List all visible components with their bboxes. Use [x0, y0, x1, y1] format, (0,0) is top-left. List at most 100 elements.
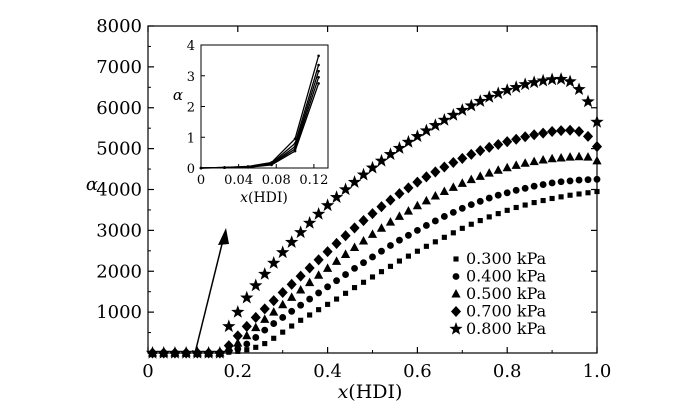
main-y-tick-label: 3000 [96, 220, 142, 241]
annotation-arrow [194, 228, 229, 354]
data-point [594, 188, 600, 195]
data-point [351, 264, 358, 272]
data-point [500, 83, 514, 96]
main-x-tick-label: 0 [142, 361, 153, 382]
main-x-axis-label: x(HDI) [338, 381, 403, 403]
data-point [376, 201, 387, 213]
inset-data-point [317, 75, 320, 79]
data-point [475, 145, 486, 157]
data-point [502, 136, 513, 148]
data-point [329, 190, 344, 203]
data-point [276, 245, 290, 259]
data-point [467, 201, 475, 209]
inset-plot: 0 0.04 0.08 0.12 0 1 2 3 4 α x(HDI) [173, 39, 329, 206]
data-point [262, 341, 268, 347]
data-point [271, 335, 277, 341]
data-point [530, 182, 538, 190]
data-point [307, 312, 313, 318]
data-point [585, 190, 591, 196]
data-point [486, 214, 492, 220]
inset-y-tick-label: 3 [187, 70, 195, 85]
data-point [242, 330, 252, 340]
inset-x-tick-label: 0 [197, 173, 205, 188]
data-point [349, 222, 360, 234]
main-y-tick-label: 4000 [96, 180, 142, 201]
data-point [279, 314, 287, 321]
data-point [449, 208, 457, 216]
data-point [540, 197, 546, 204]
data-point [405, 253, 411, 259]
data-point [591, 141, 603, 153]
data-point [545, 72, 559, 86]
data-point [502, 162, 512, 172]
data-point [241, 320, 252, 332]
data-point [567, 192, 573, 198]
data-point [437, 112, 452, 126]
data-point [565, 152, 575, 161]
data-point [340, 249, 351, 258]
data-point [392, 141, 407, 154]
data-point [403, 206, 414, 215]
data-point [270, 320, 278, 327]
data-point [261, 326, 269, 334]
data-point [356, 167, 371, 181]
data-point [509, 80, 523, 93]
data-point [511, 160, 521, 169]
data-point [432, 239, 438, 245]
data-point [446, 108, 460, 121]
data-point [419, 123, 434, 137]
main-x-tick-label: 0.4 [313, 361, 342, 382]
data-point [583, 152, 593, 161]
data-point [259, 303, 270, 315]
inset-data-point [293, 137, 297, 141]
legend-marker [451, 288, 461, 298]
main-axes: 0 0.2 0.4 0.6 0.8 1.0 1000 2000 3000 4000 5000 6000… [96, 16, 611, 382]
data-point [234, 345, 242, 353]
data-point [333, 277, 340, 285]
inset-data-point [293, 142, 297, 145]
data-point [529, 156, 539, 166]
data-point [476, 197, 484, 205]
inset-data-point [293, 145, 297, 148]
data-point [556, 152, 566, 162]
data-point [387, 242, 394, 249]
inset-y-tick-label: 4 [187, 39, 195, 54]
data-point [410, 129, 425, 143]
inset-x-tick-label: 0.08 [262, 173, 291, 188]
data-point [385, 194, 396, 206]
data-point [232, 330, 243, 342]
data-point [168, 345, 182, 359]
data-point [325, 301, 331, 307]
data-point [213, 345, 227, 359]
data-point [457, 152, 468, 164]
inset-data-point [317, 82, 320, 85]
data-point [448, 157, 459, 169]
data-point [549, 195, 555, 202]
data-point [331, 256, 342, 265]
data-point [240, 290, 254, 304]
legend-label: 0.400 kPa [466, 267, 547, 286]
legend-marker [450, 305, 462, 318]
data-point [547, 153, 557, 163]
data-point [385, 217, 396, 226]
data-point [298, 317, 304, 323]
data-point [477, 218, 483, 224]
data-point [413, 226, 421, 234]
data-point [539, 181, 547, 189]
inset-data-point [199, 166, 203, 170]
data-point [302, 216, 317, 229]
data-point [295, 270, 306, 282]
data-point [249, 278, 263, 292]
inset-y-tick-label: 2 [187, 101, 195, 116]
data-point [440, 213, 448, 220]
series-star [145, 72, 604, 359]
data-point [223, 340, 234, 352]
data-point [233, 338, 243, 347]
data-point [376, 223, 387, 232]
data-point [286, 278, 297, 290]
data-point [468, 221, 474, 227]
data-point [494, 191, 502, 199]
data-point [315, 289, 323, 297]
main-x-tick-label: 0.8 [493, 361, 522, 382]
data-point [320, 198, 335, 212]
